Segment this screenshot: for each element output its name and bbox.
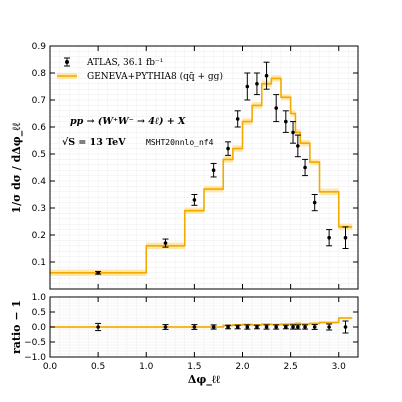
- ratio-y-ticks: −1.0 −0.5 0.0 0.5 1.0: [24, 293, 358, 363]
- ratio-mc-step-line: [50, 317, 353, 328]
- y-tick-label: 0.2: [32, 231, 46, 241]
- y-tick-label: −0.5: [24, 338, 46, 348]
- data-point: [284, 325, 288, 329]
- main-data-points: [95, 61, 349, 275]
- y-tick-label: 0.8: [32, 69, 47, 79]
- data-point: [255, 82, 259, 86]
- data-point: [96, 325, 100, 329]
- data-point: [303, 325, 307, 329]
- data-point: [343, 235, 348, 240]
- data-point: [211, 325, 216, 329]
- x-tick-label: 0.5: [91, 362, 105, 372]
- x-tick-label: 1.5: [187, 362, 201, 372]
- data-point: [163, 325, 168, 329]
- data-point: [245, 84, 250, 89]
- data-point: [96, 271, 100, 275]
- y-tick-label: 1.0: [32, 293, 47, 303]
- legend-data-label: ATLAS, 36.1 fb⁻¹: [86, 58, 163, 68]
- data-point: [255, 325, 259, 329]
- pdf-annotation: MSHT20nnlo_nf4: [146, 138, 214, 147]
- y-tick-label: 0.3: [32, 204, 46, 214]
- data-point: [284, 119, 288, 124]
- main-plot-frame: [49, 45, 359, 290]
- data-point: [264, 325, 269, 329]
- y-tick-label: 0.1: [32, 258, 46, 268]
- data-point: [264, 73, 269, 78]
- x-tick-label: 2.0: [235, 362, 250, 372]
- data-point: [274, 325, 278, 329]
- x-tick-label: 2.5: [283, 362, 297, 372]
- data-point: [226, 146, 230, 151]
- y-tick-label: −1.0: [24, 353, 46, 363]
- data-point: [327, 325, 331, 329]
- x-tick-label: 0.0: [43, 362, 58, 372]
- y-tick-label: 0.5: [32, 150, 46, 160]
- data-point: [291, 130, 295, 135]
- y-tick-label: 0.4: [32, 177, 47, 187]
- data-point: [245, 325, 250, 329]
- main-y-ticks: 0.1 0.2 0.3 0.4 0.5 0.6 0.7 0.8 0.9: [32, 42, 358, 268]
- y-tick-label: 0.5: [32, 308, 46, 318]
- process-annotation: pp → (W⁺W⁻ → 4ℓ) + X: [70, 116, 186, 127]
- data-point: [312, 325, 317, 329]
- data-point: [211, 168, 216, 172]
- main-y-axis-title: 1/σ dσ / dΔφ_ℓℓ: [10, 122, 24, 214]
- legend-mc-label: GENEVA+PYTHIA8 (qq̄ + gg): [87, 71, 223, 82]
- y-tick-label: 0.6: [32, 123, 47, 133]
- data-point: [274, 106, 278, 110]
- data-point: [291, 325, 295, 329]
- ratio-data-points: [95, 320, 349, 334]
- data-point: [192, 325, 197, 329]
- x-tick-label: 1.0: [139, 362, 154, 372]
- y-tick-label: 0.7: [32, 96, 46, 106]
- data-point: [226, 325, 230, 329]
- main-x-ticks: [49, 46, 340, 289]
- main-grid: [49, 45, 359, 290]
- data-point: [296, 325, 300, 329]
- data-point: [303, 165, 307, 170]
- data-point: [163, 241, 168, 245]
- data-point: [296, 144, 300, 148]
- data-point: [192, 198, 197, 202]
- data-point: [235, 325, 240, 329]
- ratio-y-axis-title: ratio − 1: [10, 300, 23, 354]
- energy-annotation: √S = 13 TeV: [62, 137, 126, 148]
- ratio-x-ticks: 0.0 0.5 1.0 1.5 2.0 2.5 3.0: [43, 297, 346, 372]
- legend-data-marker: [65, 60, 69, 64]
- data-point: [343, 325, 348, 329]
- data-point: [235, 117, 240, 121]
- legend: ATLAS, 36.1 fb⁻¹ GENEVA+PYTHIA8 (qq̄ + g…: [57, 57, 223, 82]
- x-axis-title: Δφ_ℓℓ: [188, 373, 221, 387]
- x-tick-label: 3.0: [332, 362, 347, 372]
- data-point: [327, 235, 331, 240]
- data-point: [312, 200, 317, 205]
- y-tick-label: 0.0: [32, 323, 47, 333]
- y-tick-label: 0.9: [32, 42, 47, 52]
- mc-step-path: [50, 317, 353, 328]
